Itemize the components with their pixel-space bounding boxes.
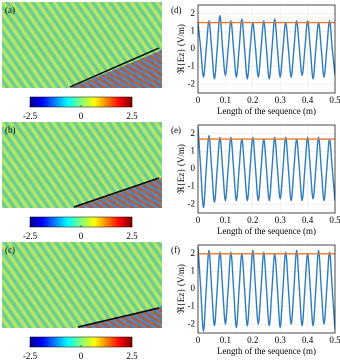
x-tick-label: 0: [196, 335, 201, 345]
y-axis-label: ℜ{Ez} (V/m): [176, 144, 186, 194]
signal-line: [198, 246, 335, 332]
panel-label: (a): [5, 5, 15, 15]
x-tick-label: 0: [196, 95, 201, 105]
y-tick-label: -1: [188, 61, 196, 71]
y-tick-label: 1: [191, 25, 196, 35]
x-tick-label: 0.3: [275, 335, 287, 345]
y-tick-label: 2: [191, 128, 196, 138]
x-tick-label: 0.3: [275, 215, 287, 225]
plot-frame: [197, 244, 336, 334]
colorbar-tick-label: 2.5: [126, 111, 138, 121]
colorbar-tick-label: 0: [79, 231, 84, 241]
panel-label: (b): [5, 125, 16, 135]
y-tick-label: -1: [188, 181, 196, 191]
y-tick-label: 2: [191, 8, 196, 18]
y-tick-label: 1: [191, 145, 196, 155]
field-beam: [74, 178, 162, 208]
colorbar-tick-label: 0: [79, 351, 84, 361]
x-tick-label: 0.1: [220, 335, 231, 345]
panel-label: (f): [171, 245, 180, 255]
x-tick-label: 0.1: [220, 215, 231, 225]
y-tick-label: -2: [188, 78, 196, 88]
x-tick-label: 0.2: [247, 215, 258, 225]
y-tick-label: 0: [191, 283, 196, 293]
colorbar-tick-label: 0: [79, 111, 84, 121]
colorbar-tick-label: 2.5: [126, 231, 138, 241]
x-tick-label: 0.5: [329, 215, 340, 225]
panel-label: (e): [171, 125, 181, 135]
x-tick-label: 0.5: [329, 335, 340, 345]
panel-label: (d): [171, 5, 182, 15]
x-tick-label: 0.5: [329, 95, 340, 105]
colorbar-tick-label: -2.5: [23, 351, 38, 361]
y-tick-label: 1: [191, 265, 196, 275]
y-axis-label: ℜ{Ez} (V/m): [176, 264, 186, 314]
x-tick-label: 0.4: [302, 215, 314, 225]
x-axis-label: Length of the sequence (m): [217, 226, 316, 236]
x-tick-label: 0: [196, 215, 201, 225]
signal-line: [198, 14, 335, 80]
colorbar-tick-label: 2.5: [126, 351, 138, 361]
x-tick-label: 0.1: [220, 95, 231, 105]
y-tick-label: 2: [191, 248, 196, 258]
x-tick-label: 0.2: [247, 95, 258, 105]
y-tick-label: 0: [191, 163, 196, 173]
y-axis-label: ℜ{Ez} (V/m): [176, 24, 186, 74]
x-axis-label: Length of the sequence (m): [217, 346, 316, 356]
x-tick-label: 0.3: [275, 95, 287, 105]
x-tick-label: 0.4: [302, 95, 314, 105]
x-tick-label: 0.2: [247, 335, 258, 345]
y-tick-label: -2: [188, 318, 196, 328]
y-tick-label: 0: [191, 43, 196, 53]
path-arrow: [73, 177, 160, 208]
x-axis-label: Length of the sequence (m): [217, 106, 316, 116]
path-arrow: [69, 47, 160, 88]
colorbar-tick-label: -2.5: [23, 231, 38, 241]
signal-line: [198, 126, 335, 209]
y-tick-label: -2: [188, 198, 196, 208]
panel-label: (c): [5, 245, 15, 255]
colorbar-tick-label: -2.5: [23, 111, 38, 121]
y-tick-label: -1: [188, 301, 196, 311]
plot-frame: [197, 4, 336, 94]
plot-frame: [197, 124, 336, 214]
field-beam: [70, 50, 162, 88]
path-arrow: [77, 307, 160, 328]
x-tick-label: 0.4: [302, 335, 314, 345]
